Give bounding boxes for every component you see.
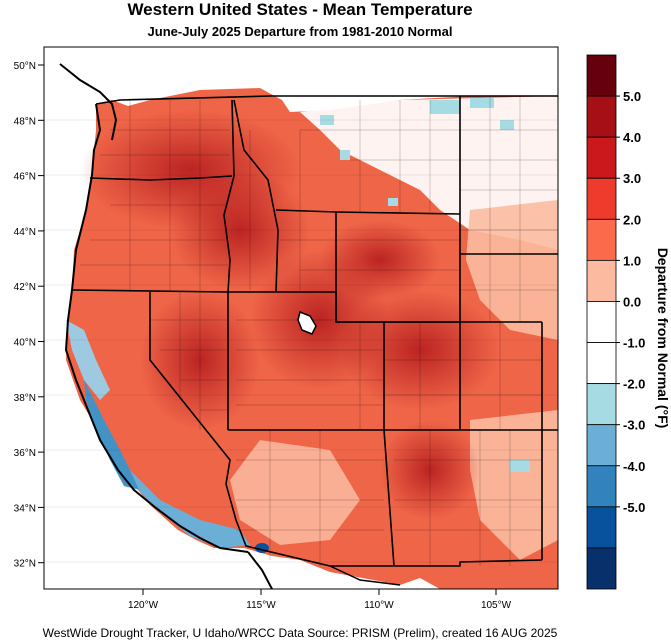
lon-label: 115°W — [246, 600, 276, 611]
map-footer: WestWide Drought Tracker, U Idaho/WRCC D… — [42, 626, 558, 640]
colorbar-segment — [586, 301, 617, 343]
colorbar-label: 2.0 — [623, 212, 641, 227]
lon-label: 120°W — [128, 600, 159, 611]
colorbar-title: Departure from Normal (°F) — [655, 247, 671, 429]
state-boundaries — [71, 95, 558, 567]
light-warm-region — [466, 200, 558, 340]
colorbar-label: -3.0 — [623, 418, 645, 433]
light-warm-region-southwest — [230, 440, 360, 545]
colorbar: 5.0 4.0 3.0 2.0 1.0 0.0 -1.0 -2.0 -3.0 -4.0 -5.0 — [586, 54, 645, 590]
colorbar-label: 1.0 — [623, 253, 641, 268]
lat-label: 42°N — [14, 282, 36, 293]
colorbar-label: -5.0 — [623, 500, 645, 515]
colorbar-label: 4.0 — [623, 130, 641, 145]
gulf-coast — [329, 565, 401, 586]
colorbar-segment — [586, 259, 617, 302]
colorbar-label: -2.0 — [623, 377, 645, 392]
coastline — [64, 103, 249, 553]
cool-coast-north — [66, 320, 110, 400]
great-salt-lake — [297, 310, 317, 335]
lat-label: 32°N — [14, 559, 36, 570]
baja-coast — [247, 551, 273, 589]
lat-label: 44°N — [14, 227, 36, 238]
cool-coast-south — [130, 470, 250, 548]
graticule — [44, 119, 558, 563]
colorbar-segment — [586, 54, 617, 97]
county-lines — [80, 96, 558, 566]
colorbar-segment — [586, 342, 617, 385]
colorbar-segment — [586, 218, 617, 261]
lat-label: 50°N — [14, 61, 36, 72]
lat-label: 40°N — [14, 338, 36, 349]
cool-cells-north — [320, 98, 530, 472]
cool-coast-central — [84, 380, 140, 490]
colorbar-segment — [586, 506, 617, 549]
map-frame — [43, 46, 559, 590]
colorbar-label: 0.0 — [623, 294, 641, 309]
lon-label: 110°W — [364, 600, 394, 611]
colorbar-label: 3.0 — [623, 171, 641, 186]
lat-label: 46°N — [14, 172, 36, 183]
hot-spot-idaho — [170, 170, 310, 290]
hot-spot-wyoming — [320, 220, 440, 300]
light-warm-region-south — [470, 410, 558, 560]
colorbar-label: -1.0 — [623, 336, 645, 351]
map-title: Western United States - Mean Temperature — [127, 0, 473, 19]
map-subtitle: June-July 2025 Departure from 1981-2010 … — [147, 24, 453, 39]
colorbar-segment — [586, 177, 617, 220]
colorbar-segment — [586, 383, 617, 426]
lon-label: 105°W — [481, 600, 512, 611]
colorbar-segment — [586, 95, 617, 138]
latitude-axis: 50°N 48°N 46°N 44°N 42°N 40°N 38°N 36°N 34°N 32°N — [14, 61, 44, 570]
lat-label: 36°N — [14, 448, 36, 459]
colorbar-segment — [586, 465, 617, 508]
map-area — [44, 47, 558, 589]
colorbar-label: -4.0 — [623, 459, 645, 474]
colorbar-segment — [586, 547, 617, 590]
lat-label: 48°N — [14, 116, 36, 127]
lat-label: 34°N — [14, 503, 36, 514]
colorbar-label: 5.0 — [623, 89, 641, 104]
lat-label: 38°N — [14, 393, 36, 404]
colorbar-segment — [586, 136, 617, 179]
colorbar-segment — [586, 424, 617, 467]
longitude-axis: 120°W 115°W 110°W 105°W — [128, 589, 512, 611]
puget-sound — [59, 63, 118, 141]
